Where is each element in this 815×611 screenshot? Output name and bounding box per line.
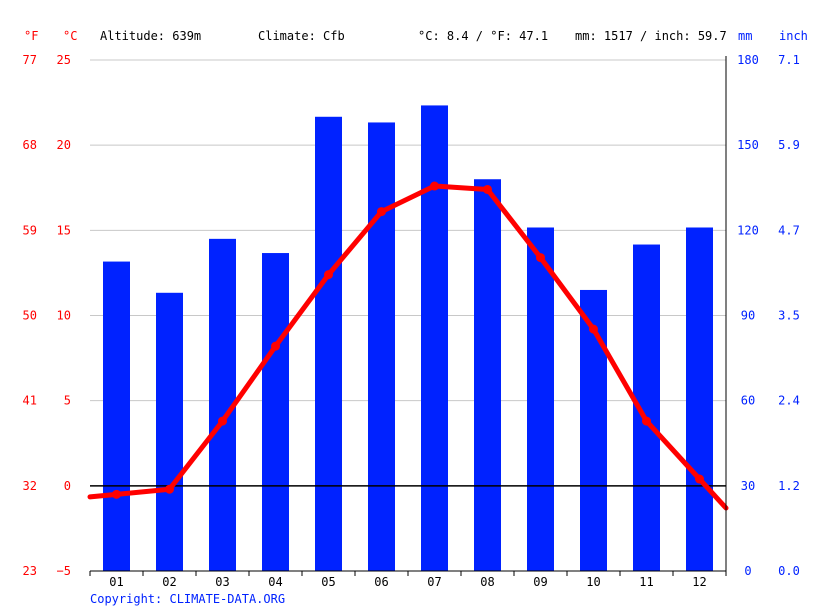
temperature-average-label: °C: 8.4 / °F: 47.1	[418, 29, 548, 43]
tick-label-inch: 0.0	[778, 564, 800, 578]
tick-label-inch: 2.4	[778, 394, 800, 408]
unit-celsius-label: °C	[63, 29, 77, 43]
tick-label-mm: 0	[744, 564, 751, 578]
temperature-point-08	[483, 184, 492, 194]
temperature-point-11	[642, 416, 651, 426]
altitude-label: Altitude: 639m	[100, 29, 201, 43]
tick-label-celsius: −5	[57, 564, 71, 578]
tick-label-inch: 1.2	[778, 479, 800, 493]
tick-label-fahrenheit: 50	[23, 309, 37, 323]
precipitation-bar-06	[368, 122, 395, 571]
precipitation-bar-10	[580, 289, 607, 571]
tick-label-fahrenheit: 41	[23, 394, 37, 408]
tick-label-celsius: 25	[57, 53, 71, 67]
tick-label-celsius: 20	[57, 138, 71, 152]
precipitation-bar-05	[315, 116, 342, 572]
tick-label-fahrenheit: 77	[23, 53, 37, 67]
tick-label-mm: 150	[737, 138, 759, 152]
axes	[89, 56, 727, 576]
month-label-03: 03	[215, 575, 229, 589]
month-label-05: 05	[321, 575, 335, 589]
precipitation-bar-02	[156, 292, 183, 571]
tick-label-mm: 60	[741, 394, 755, 408]
tick-labels: 23 −5 0 0.032 0 30 1.241 5 60 2.450 10 90 3.559 15 120…	[23, 53, 800, 589]
temperature-point-01	[112, 489, 121, 499]
month-label-01: 01	[109, 575, 123, 589]
copyright-label: Copyright: CLIMATE-DATA.ORG	[90, 592, 285, 606]
tick-label-inch: 4.7	[778, 223, 800, 237]
precipitation-bar-08	[474, 179, 501, 571]
climate-label: Climate: Cfb	[258, 29, 345, 43]
tick-label-celsius: 15	[57, 223, 71, 237]
temperature-line	[87, 181, 729, 511]
precipitation-bar-12	[686, 227, 713, 571]
tick-label-fahrenheit: 23	[23, 564, 37, 578]
tick-label-mm: 90	[741, 309, 755, 323]
tick-label-fahrenheit: 68	[23, 138, 37, 152]
tick-label-fahrenheit: 32	[23, 479, 37, 493]
unit-inch-label: inch	[779, 29, 808, 43]
precipitation-bar-01	[103, 261, 130, 571]
temperature-point-07	[430, 181, 439, 191]
temperature-point-04	[271, 341, 280, 351]
month-label-10: 10	[586, 575, 600, 589]
gridlines	[90, 59, 726, 487]
tick-label-celsius: 0	[64, 479, 71, 493]
month-label-06: 06	[374, 575, 388, 589]
month-label-07: 07	[427, 575, 441, 589]
temperature-point-09	[536, 253, 545, 263]
temperature-point-02	[165, 484, 174, 494]
month-label-09: 09	[533, 575, 547, 589]
temperature-point-06	[377, 207, 386, 217]
tick-label-inch: 5.9	[778, 138, 800, 152]
temperature-series-line	[87, 183, 729, 511]
month-label-04: 04	[268, 575, 282, 589]
precipitation-bars	[103, 105, 713, 572]
unit-fahrenheit-label: °F	[24, 29, 38, 43]
tick-label-fahrenheit: 59	[23, 223, 37, 237]
tick-label-mm: 120	[737, 223, 759, 237]
precipitation-total-label: mm: 1517 / inch: 59.7	[575, 29, 727, 43]
month-label-12: 12	[692, 575, 706, 589]
temperature-point-03	[218, 416, 227, 426]
month-label-08: 08	[480, 575, 494, 589]
tick-label-mm: 180	[737, 53, 759, 67]
tick-label-celsius: 10	[57, 309, 71, 323]
tick-label-mm: 30	[741, 479, 755, 493]
tick-label-celsius: 5	[64, 394, 71, 408]
temperature-point-12	[695, 474, 704, 484]
temperature-point-05	[324, 270, 333, 280]
month-label-02: 02	[162, 575, 176, 589]
temperature-point-10	[589, 324, 598, 334]
tick-label-inch: 7.1	[778, 53, 800, 67]
month-label-11: 11	[639, 575, 653, 589]
tick-label-inch: 3.5	[778, 309, 800, 323]
unit-mm-label: mm	[738, 29, 752, 43]
precipitation-bar-04	[262, 253, 289, 572]
precipitation-bar-09	[527, 227, 554, 571]
precipitation-bar-07	[421, 105, 448, 571]
